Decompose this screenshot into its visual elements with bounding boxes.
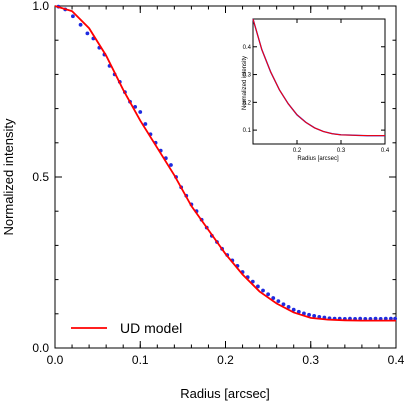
- data-point: [281, 302, 286, 307]
- x-tick-label: 0.4: [388, 353, 405, 367]
- inset-y-tick-label: 0.2: [243, 100, 252, 106]
- x-tick-label: 0.1: [132, 353, 149, 367]
- legend-label-ud-model: UD model: [120, 320, 182, 336]
- data-point: [169, 163, 173, 167]
- data-point: [291, 307, 296, 312]
- y-tick-label: 1.0: [32, 0, 49, 13]
- inset-ticks: [253, 19, 386, 144]
- main-tick-labels: 0.0 0.1 0.2 0.3 0.4 0.0 0.5 1.0: [32, 0, 404, 367]
- data-point: [312, 313, 317, 318]
- data-point: [271, 296, 276, 300]
- inset-x-axis-label: Radius [arcsec]: [297, 156, 339, 162]
- data-point: [393, 316, 398, 321]
- data-point: [78, 22, 83, 27]
- legend: UD model: [71, 320, 182, 336]
- inset-chart: 0.2 0.3 0.4 0.1 0.2 0.3 0.4 Radius [arcsec] No…: [242, 18, 390, 162]
- data-point: [286, 305, 291, 309]
- inset-y-tick-label: 0.1: [243, 128, 252, 134]
- main-x-axis-label: Radius [arcsec]: [180, 386, 270, 401]
- data-point: [358, 316, 363, 321]
- data-point: [71, 14, 75, 19]
- data-point: [266, 292, 271, 297]
- inset-y-tick-label: 0.4: [243, 45, 252, 51]
- data-point: [85, 31, 90, 36]
- data-point: [383, 316, 388, 321]
- inset-x-tick-label: 0.3: [337, 148, 346, 154]
- data-point: [307, 312, 311, 317]
- inset-x-tick-label: 0.4: [381, 148, 390, 154]
- inset-model-line: [252, 18, 385, 137]
- data-point: [143, 122, 148, 126]
- data-point: [261, 288, 265, 293]
- data-point: [296, 309, 301, 314]
- data-point: [302, 311, 306, 316]
- data-point: [138, 110, 143, 114]
- inset-plot-frame: [252, 18, 386, 145]
- y-tick-label: 0.5: [32, 170, 49, 184]
- data-point: [388, 316, 393, 321]
- ud-model-line: [54, 5, 396, 322]
- x-tick-label: 0.0: [47, 353, 64, 367]
- inset-y-axis-label: Normalized intensity: [242, 56, 248, 110]
- y-tick-label: 0.0: [32, 341, 49, 355]
- data-point: [255, 284, 260, 289]
- main-y-axis-label: Normalized intensity: [1, 118, 16, 236]
- x-tick-label: 0.3: [302, 353, 319, 367]
- inset-y-tick-label: 0.3: [243, 73, 252, 79]
- x-tick-label: 0.2: [217, 353, 234, 367]
- data-point: [373, 316, 378, 321]
- inset-tick-labels: 0.2 0.3 0.4 0.1 0.2 0.3 0.4: [243, 45, 390, 154]
- data-point: [276, 299, 281, 304]
- inset-x-tick-label: 0.2: [293, 148, 302, 154]
